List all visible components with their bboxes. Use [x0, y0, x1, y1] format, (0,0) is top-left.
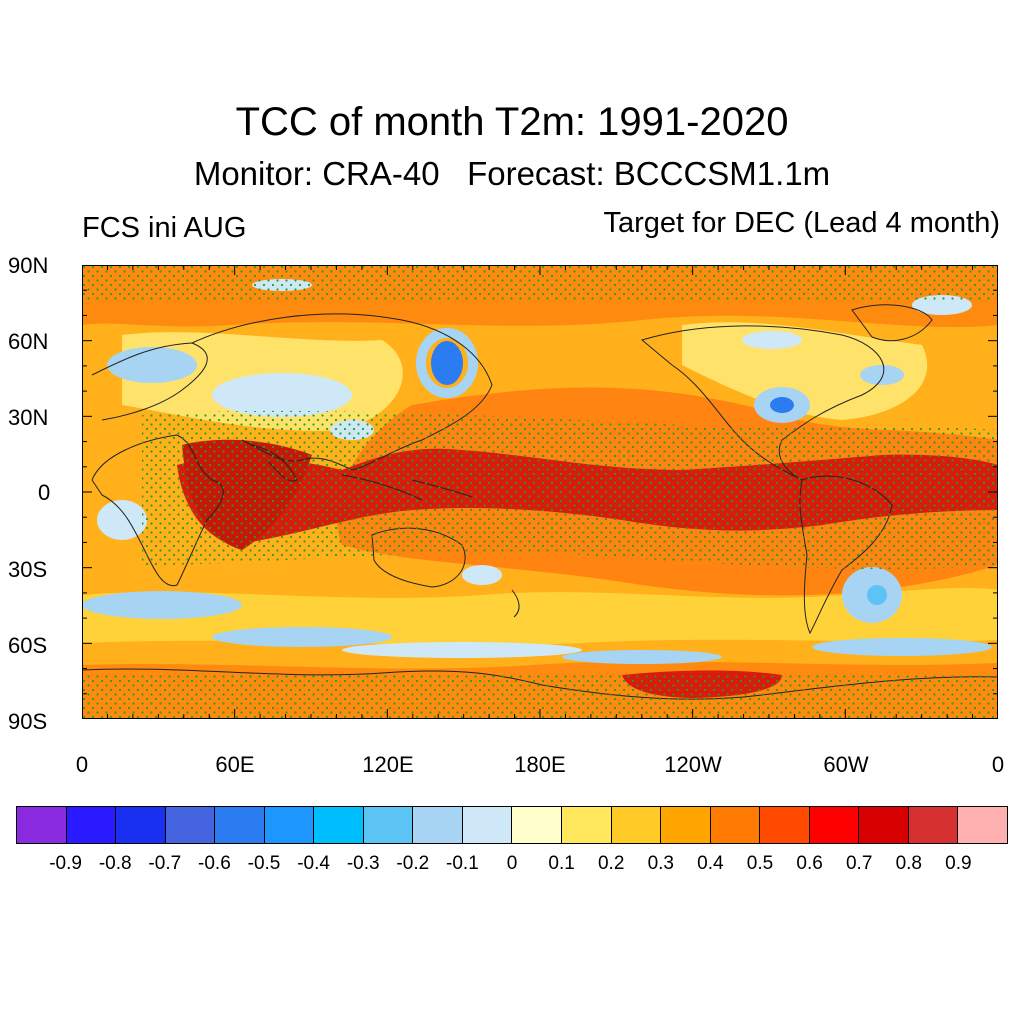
colorbar-label: -0.9: [49, 853, 82, 874]
colorbar-label: -0.7: [148, 853, 182, 874]
colorbar-box: [661, 807, 711, 843]
colorbar-box: [760, 807, 810, 843]
field-yellow-na: [682, 322, 928, 420]
field-blue-hudson: [742, 331, 802, 349]
lon-label-120e: 120E: [362, 752, 414, 777]
field-blue-south-ocean-4: [562, 650, 722, 664]
chart-title: TCC of month T2m: 1991-2020: [235, 100, 789, 144]
colorbar-label: -0.4: [297, 853, 330, 874]
colorbar-box: [215, 807, 265, 843]
colorbar-box: [413, 807, 463, 843]
colorbar-label: 0.4: [697, 853, 724, 874]
colorbar-box: [562, 807, 612, 843]
colorbar-box: [314, 807, 364, 843]
field-blue-canada: [860, 365, 904, 385]
field-blue-pacific-s: [462, 565, 502, 585]
colorbar-box: [165, 807, 216, 843]
lat-label-60n: 60N: [8, 329, 49, 354]
map-ticks: [82, 265, 998, 719]
colorbar-label: -0.3: [346, 853, 380, 874]
colorbar-box: [66, 807, 117, 843]
coast-greenland: [851, 304, 933, 342]
field-blue-africa-w: [97, 500, 147, 540]
colorbar-label: 0.8: [895, 853, 922, 874]
lat-label-30n: 30N: [8, 405, 49, 430]
colorbar-box: [710, 807, 761, 843]
field-blue-siberia: [212, 373, 352, 417]
lat-label-30s: 30S: [8, 557, 48, 582]
colorbar-box: [512, 807, 563, 843]
lat-label-0: 0: [38, 480, 51, 505]
colorbar-label: 0.5: [746, 853, 774, 874]
field-blue-south-ocean-1: [82, 591, 242, 619]
stipple-north: [82, 265, 998, 300]
colorbar-box: [908, 807, 959, 843]
colorbar-label: 0.1: [548, 853, 575, 874]
map-field-svg: [82, 265, 998, 719]
field-blue-okhotsk: [431, 341, 463, 385]
field-blue-south-ocean-5: [812, 638, 992, 656]
field-blue-us-core: [770, 397, 794, 413]
colorbar-label: 0.9: [945, 853, 972, 874]
init-label: FCS ini AUG: [82, 212, 247, 244]
lon-label-180e: 180E: [514, 752, 566, 777]
colorbar-label: 0.3: [647, 853, 674, 874]
colorbar-label: -0.8: [98, 853, 132, 874]
field-blue-south-atl-core: [867, 585, 887, 605]
colorbar-box: [264, 807, 315, 843]
lat-label-90s: 90S: [8, 709, 48, 734]
colorbar-box: [462, 807, 513, 843]
lat-label-90n: 90N: [8, 253, 49, 278]
lat-label-60s: 60S: [8, 633, 48, 658]
correlation-map: [82, 265, 998, 719]
colorbar-box: [958, 807, 1007, 843]
field-blue-okhotsk-ring: [416, 328, 478, 398]
colorbar-label: -0.2: [396, 853, 430, 874]
colorbar: [16, 806, 1008, 844]
colorbar-label: -0.6: [198, 853, 231, 874]
stipple-south: [82, 675, 998, 719]
colorbar-box: [363, 807, 414, 843]
colorbar-label: -0.5: [247, 853, 281, 874]
colorbar-label: 0.7: [845, 853, 873, 874]
colorbar-box: [611, 807, 662, 843]
colorbar-label: 0.6: [796, 853, 823, 874]
chart-subtitle: Monitor: CRA-40 Forecast: BCCCSM1.1m: [193, 155, 831, 192]
field-blue-scandinavia: [107, 347, 197, 383]
lon-label-0: 0: [75, 752, 89, 777]
coast-nz: [511, 589, 520, 618]
colorbar-label: 0: [506, 853, 518, 874]
colorbar-label: -0.1: [446, 853, 479, 874]
lon-label-0-end: 0: [991, 752, 1005, 777]
field-blue-south-ocean-3: [342, 642, 582, 658]
target-label: Target for DEC (Lead 4 month): [603, 207, 1000, 239]
coast-europe: [91, 342, 208, 421]
lon-label-60w: 60W: [823, 752, 869, 777]
colorbar-box: [809, 807, 860, 843]
field-blue-south-ocean-2: [212, 627, 392, 647]
colorbar-box: [859, 807, 909, 843]
lon-label-60e: 60E: [215, 752, 255, 777]
stipple-tropics: [142, 410, 998, 570]
lon-label-120w: 120W: [664, 752, 722, 777]
colorbar-box: [17, 807, 67, 843]
colorbar-label: 0.2: [597, 853, 625, 874]
colorbar-box: [116, 807, 166, 843]
